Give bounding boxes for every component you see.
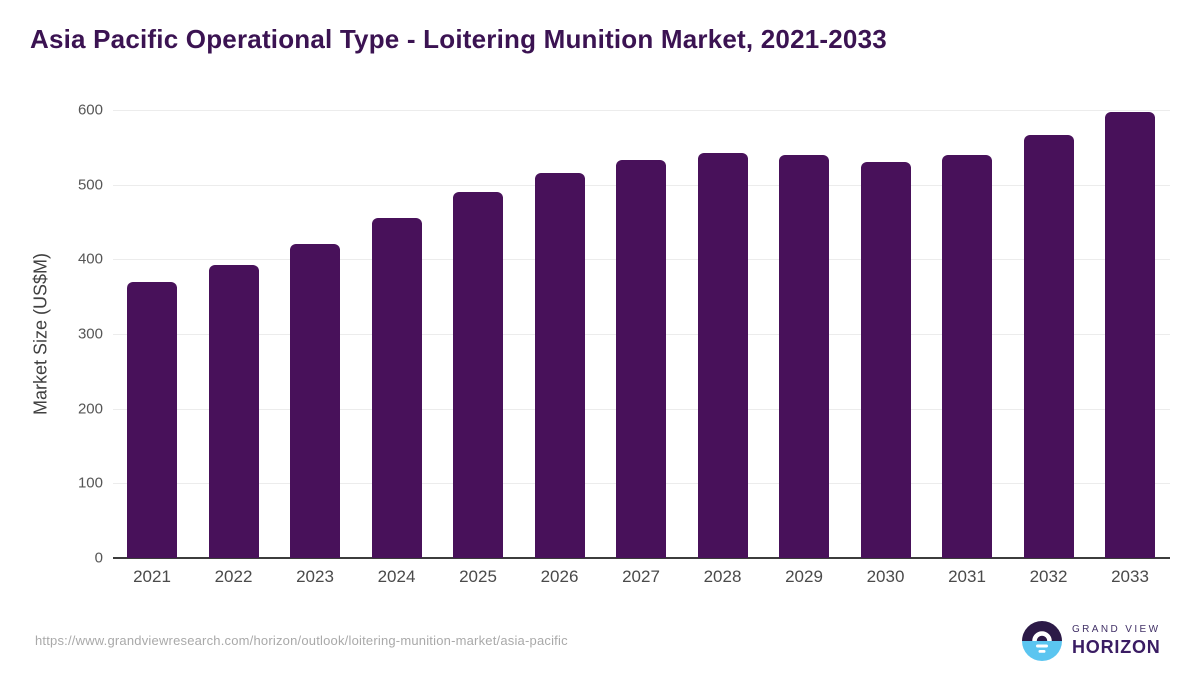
logo-text-block: GRAND VIEW HORIZON [1072, 624, 1161, 658]
bar-2026 [534, 172, 585, 558]
horizon-sunrise-icon [1022, 621, 1062, 661]
x-tick-label-2029: 2029 [785, 567, 823, 586]
bar-2027 [616, 160, 666, 558]
x-tick-label-2024: 2024 [377, 567, 416, 586]
x-tick-label-2032: 2032 [1029, 567, 1068, 586]
chart-title: Asia Pacific Operational Type - Loiterin… [30, 24, 887, 54]
bar-2033 [1105, 111, 1155, 558]
x-tick-label-2030: 2030 [866, 567, 905, 586]
bar-2030 [860, 161, 911, 558]
x-tick-label-2025: 2025 [459, 567, 497, 586]
bar-2028 [697, 153, 748, 558]
bar-2031 [942, 154, 992, 558]
x-tick-label-2022: 2022 [214, 567, 253, 586]
x-tick-label-2028: 2028 [703, 567, 742, 586]
x-tick-label-2026: 2026 [540, 567, 579, 586]
bar-2029 [779, 154, 829, 558]
x-tick-label-2021: 2021 [133, 567, 171, 586]
bar-2024 [371, 218, 422, 558]
bar-2032 [1023, 135, 1074, 558]
y-tick-label-200: 200 [77, 400, 103, 418]
bars-row [127, 110, 1155, 558]
y-axis-tick-labels: 0 100 200 300 400 500 600 [0, 102, 103, 567]
source-url: https://www.grandviewresearch.com/horizo… [35, 633, 568, 648]
y-tick-label-400: 400 [77, 250, 103, 268]
logo-text-horizon: HORIZON [1072, 637, 1161, 657]
y-tick-label-500: 500 [77, 176, 103, 194]
x-axis-line [113, 557, 1170, 559]
gridline-600 [113, 110, 1170, 111]
bar-2022 [208, 265, 259, 558]
logo-text-grand-view: GRAND VIEW [1072, 624, 1161, 635]
bar-2023 [290, 244, 340, 558]
y-tick-label-300: 300 [77, 325, 103, 343]
x-axis-tick-labels: 2021 2022 2023 2024 2025 2026 2027 2028 2029 2030… [127, 567, 1155, 587]
y-tick-label-600: 600 [77, 101, 103, 119]
x-tick-label-2033: 2033 [1111, 567, 1149, 586]
bar-2021 [127, 281, 177, 558]
x-tick-label-2031: 2031 [948, 567, 986, 586]
x-tick-label-2023: 2023 [296, 567, 334, 586]
x-tick-label-2027: 2027 [622, 567, 660, 586]
grandview-horizon-logo: GRAND VIEW HORIZON [1022, 621, 1161, 661]
bar-2025 [453, 192, 503, 558]
y-tick-label-0: 0 [94, 549, 103, 567]
y-tick-label-100: 100 [77, 474, 103, 492]
